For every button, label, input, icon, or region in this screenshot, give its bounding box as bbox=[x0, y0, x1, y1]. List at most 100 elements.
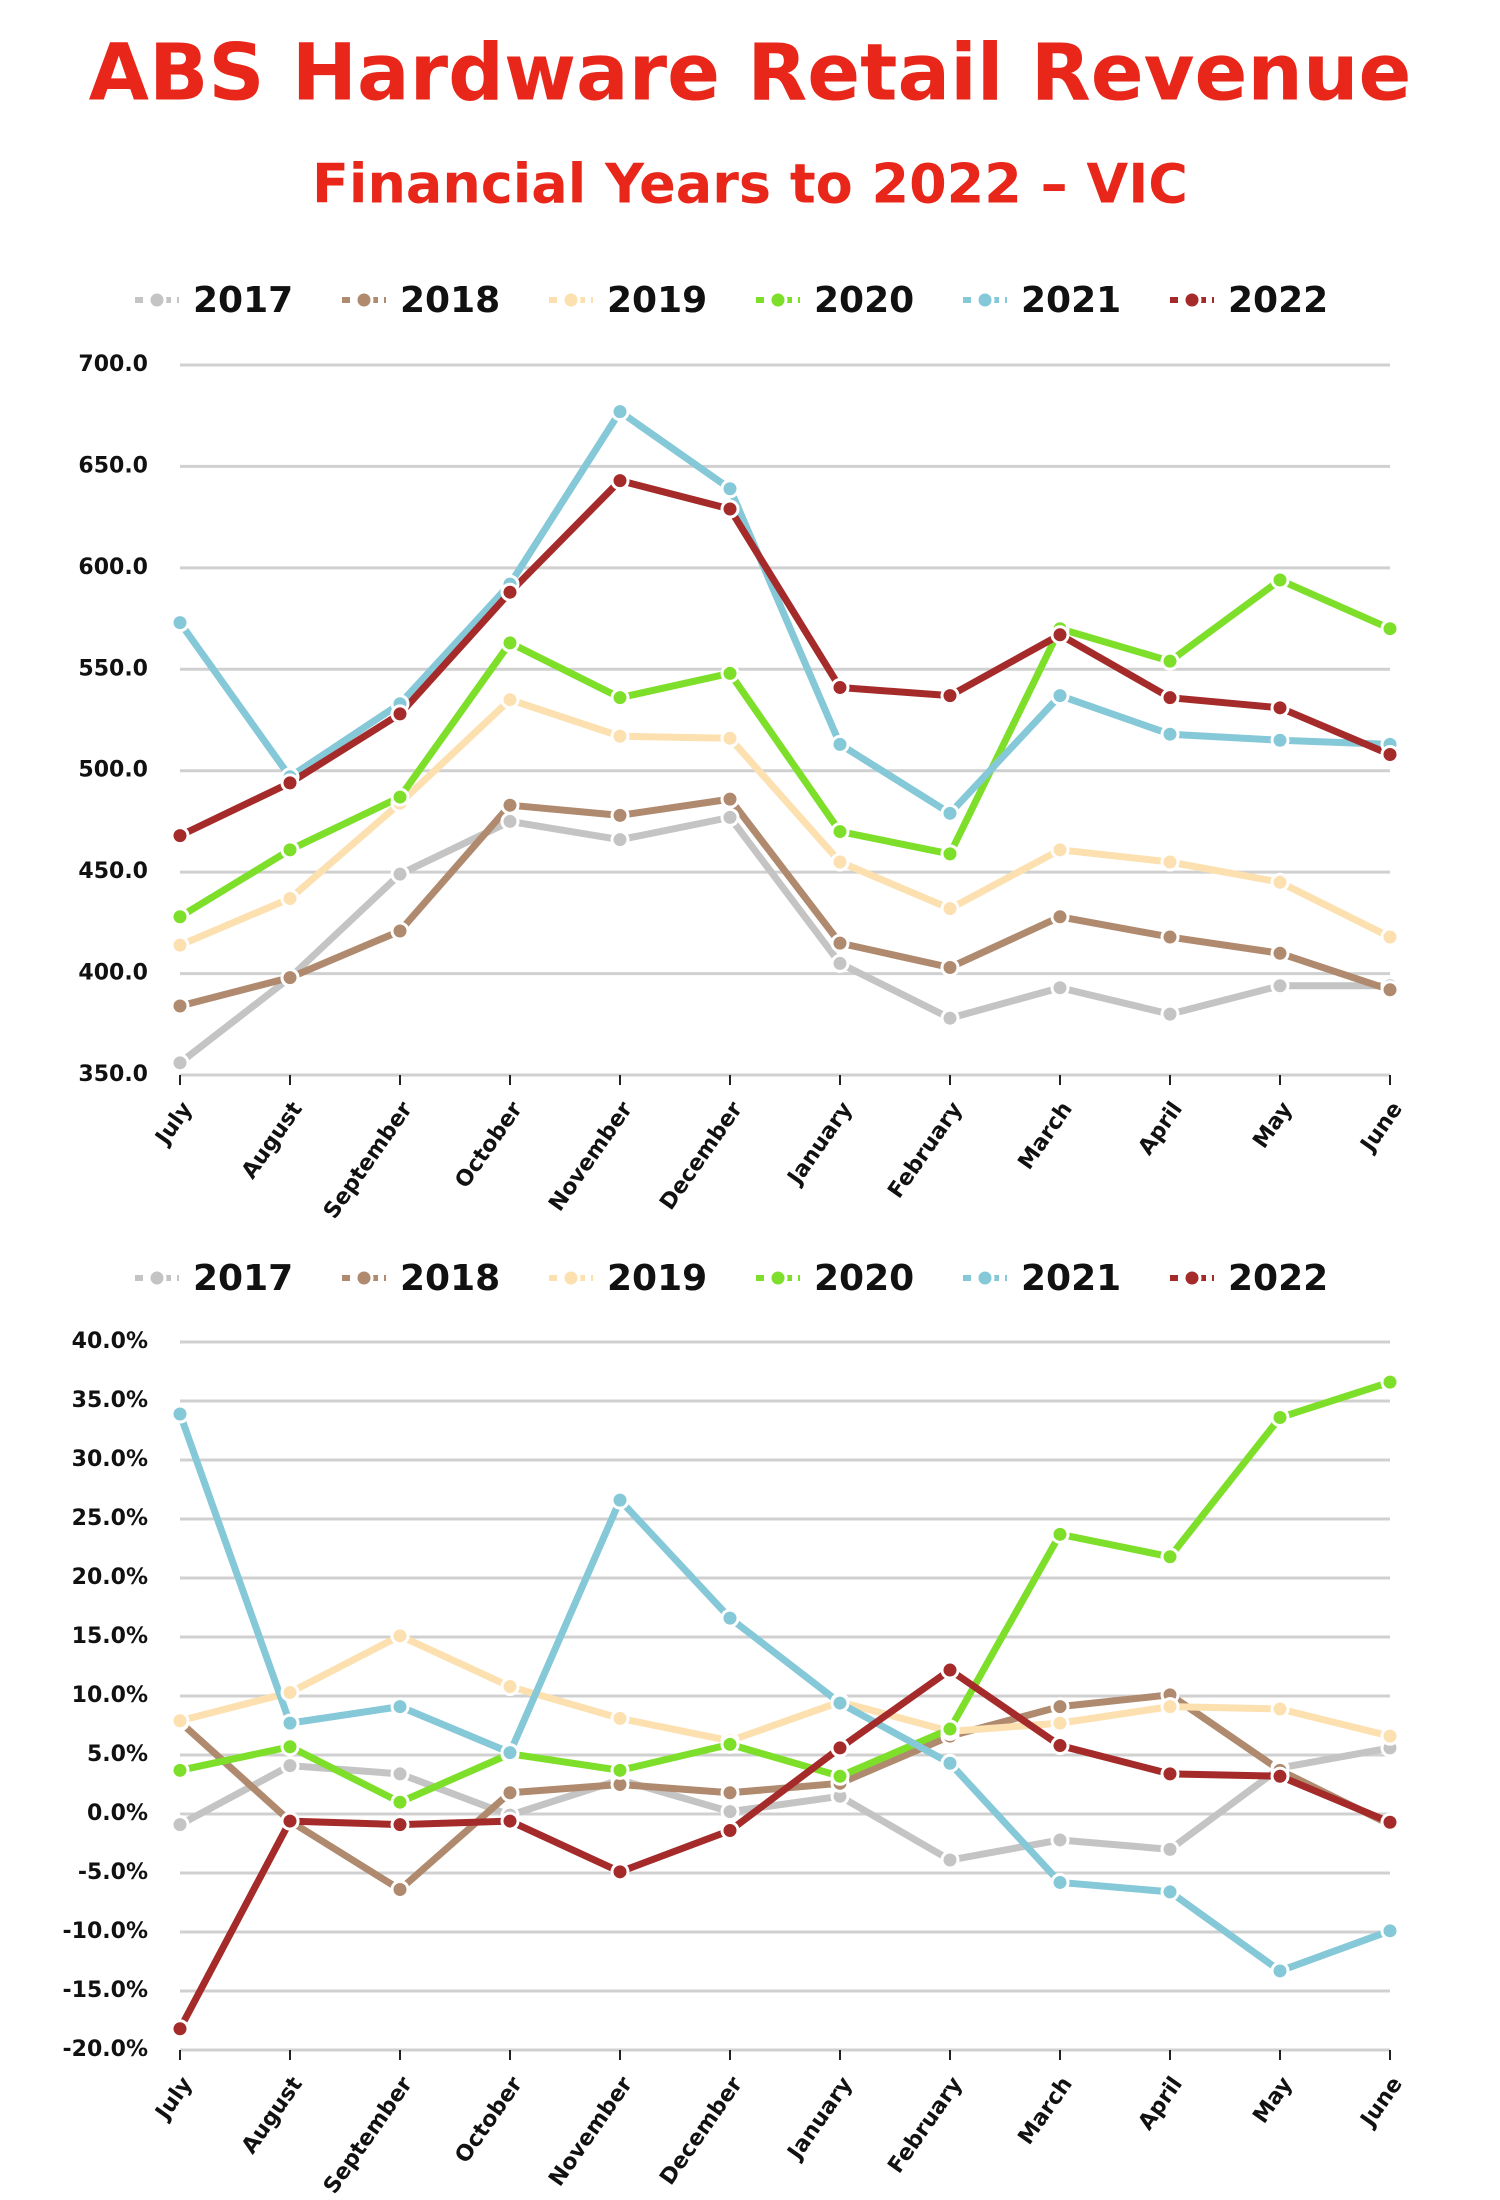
data-point bbox=[280, 1713, 300, 1733]
data-point bbox=[1270, 943, 1290, 963]
y-tick-label: 30.0% bbox=[72, 1447, 148, 1472]
data-point bbox=[1050, 1524, 1070, 1544]
data-point bbox=[720, 1821, 740, 1841]
data-point bbox=[1380, 1372, 1400, 1392]
data-point bbox=[940, 1660, 960, 1680]
y-tick-label: 350.0 bbox=[78, 1062, 148, 1087]
data-point bbox=[1160, 1697, 1180, 1717]
data-point bbox=[500, 582, 520, 602]
data-point bbox=[1050, 1713, 1070, 1733]
data-point bbox=[280, 968, 300, 988]
legend-marker bbox=[354, 290, 374, 310]
data-point bbox=[500, 1677, 520, 1697]
data-point bbox=[610, 1490, 630, 1510]
x-tick-label: October bbox=[451, 1097, 528, 1192]
y-tick-label: 450.0 bbox=[78, 859, 148, 884]
data-point bbox=[500, 690, 520, 710]
data-point bbox=[940, 1753, 960, 1773]
data-point bbox=[610, 1862, 630, 1882]
data-point bbox=[390, 921, 410, 941]
x-tick-label: June bbox=[1355, 1098, 1408, 1159]
data-point bbox=[720, 789, 740, 809]
data-point bbox=[390, 1880, 410, 1900]
x-tick-label: June bbox=[1355, 2073, 1408, 2134]
data-point bbox=[500, 1811, 520, 1831]
y-tick-label: -10.0% bbox=[63, 1919, 148, 1944]
data-point bbox=[1380, 1921, 1400, 1941]
data-point bbox=[610, 805, 630, 825]
data-point bbox=[830, 1693, 850, 1713]
y-tick-label: -15.0% bbox=[63, 1978, 148, 2003]
legend-marker bbox=[975, 1268, 995, 1288]
y-tick-label: 5.0% bbox=[87, 1742, 148, 1767]
x-tick-label: February bbox=[883, 1098, 967, 1204]
data-point bbox=[1050, 1697, 1070, 1717]
data-point bbox=[940, 899, 960, 919]
legend-label: 2019 bbox=[607, 1258, 707, 1299]
y-tick-label: 10.0% bbox=[72, 1683, 148, 1708]
y-tick-label: 40.0% bbox=[72, 1329, 148, 1354]
x-tick-label: February bbox=[883, 2073, 967, 2179]
data-point bbox=[1270, 698, 1290, 718]
data-point bbox=[1380, 980, 1400, 1000]
data-point bbox=[1380, 1726, 1400, 1746]
data-point bbox=[500, 1783, 520, 1803]
legend-label: 2019 bbox=[607, 280, 707, 321]
data-point bbox=[1160, 927, 1180, 947]
data-point bbox=[1050, 625, 1070, 645]
data-point bbox=[1050, 907, 1070, 927]
series-line bbox=[179, 795, 1392, 1010]
x-tick-label: January bbox=[782, 2073, 858, 2166]
x-tick-label: December bbox=[655, 2072, 748, 2189]
data-point bbox=[1270, 872, 1290, 892]
data-point bbox=[1380, 927, 1400, 947]
legend-marker bbox=[561, 290, 581, 310]
legend-marker bbox=[768, 1268, 788, 1288]
x-tick-label: July bbox=[150, 1098, 198, 1151]
data-point bbox=[830, 1738, 850, 1758]
y-tick-label: 400.0 bbox=[78, 961, 148, 986]
data-point bbox=[1270, 1961, 1290, 1981]
series-line bbox=[176, 1412, 1392, 1975]
data-point bbox=[1050, 1830, 1070, 1850]
series-line bbox=[179, 1378, 1392, 1806]
data-point bbox=[1160, 688, 1180, 708]
data-point bbox=[170, 1760, 190, 1780]
data-point bbox=[610, 688, 630, 708]
series-line bbox=[176, 1666, 1392, 2031]
y-tick-label: 25.0% bbox=[72, 1506, 148, 1531]
data-point bbox=[170, 1711, 190, 1731]
x-tick-label: March bbox=[1014, 2073, 1078, 2150]
data-point bbox=[830, 678, 850, 698]
legend-label: 2017 bbox=[193, 1258, 293, 1299]
series-line bbox=[178, 477, 1392, 839]
data-point bbox=[1380, 619, 1400, 639]
data-point bbox=[390, 1764, 410, 1784]
legend-marker bbox=[1182, 1268, 1202, 1288]
data-point bbox=[1050, 1736, 1070, 1756]
data-point bbox=[280, 1737, 300, 1757]
data-point bbox=[170, 2019, 190, 2039]
legend-marker bbox=[975, 290, 995, 310]
data-point bbox=[940, 686, 960, 706]
data-point bbox=[940, 1850, 960, 1870]
data-point bbox=[390, 1697, 410, 1717]
data-point bbox=[940, 957, 960, 977]
data-point bbox=[170, 935, 190, 955]
data-point bbox=[610, 726, 630, 746]
data-point bbox=[390, 704, 410, 724]
data-point bbox=[1050, 686, 1070, 706]
data-point bbox=[280, 840, 300, 860]
data-point bbox=[1050, 1872, 1070, 1892]
data-point bbox=[1160, 1839, 1180, 1859]
x-tick-label: April bbox=[1134, 2073, 1188, 2135]
data-point bbox=[280, 1682, 300, 1702]
y-tick-label: 650.0 bbox=[78, 453, 148, 478]
x-tick-label: April bbox=[1134, 1098, 1188, 1160]
data-point bbox=[610, 1760, 630, 1780]
data-point bbox=[720, 1608, 740, 1628]
x-tick-label: January bbox=[782, 1098, 858, 1191]
data-point bbox=[720, 807, 740, 827]
x-tick-label: August bbox=[237, 2072, 308, 2159]
data-point bbox=[170, 1815, 190, 1835]
